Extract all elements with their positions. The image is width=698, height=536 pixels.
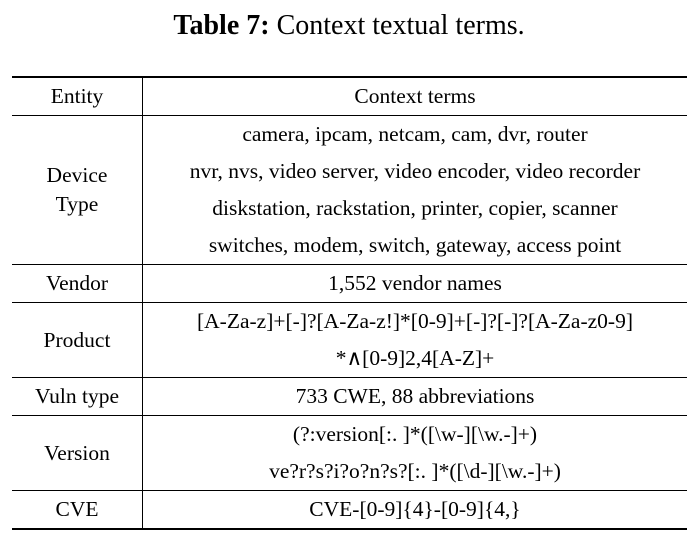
term-line: [A-Za-z]+[-]?[A-Za-z!]*[0-9]+[-]?[-]?[A-… [196, 309, 633, 333]
terms-cell: 1,552 vendor names [142, 264, 687, 303]
table-caption: Table 7: Context textual terms. [0, 7, 698, 45]
terms-cell: [A-Za-z]+[-]?[A-Za-z!]*[0-9]+[-]?[-]?[A-… [142, 302, 687, 378]
entity-cell: Product [12, 302, 143, 378]
table-header-row: Entity Context terms [12, 76, 687, 116]
entity-label: Device [46, 163, 108, 187]
term-line: switches, modem, switch, gateway, access… [208, 233, 622, 257]
term-line: diskstation, rackstation, printer, copie… [212, 196, 618, 220]
entity-cell: Version [12, 415, 143, 491]
term-line: (?:version[:. ]*([\w-][\w.-]+) [292, 422, 538, 446]
table-row-cve: CVE CVE-[0-9]{4}-[0-9]{4,} [12, 490, 687, 530]
table-row-version: Version (?:version[:. ]*([\w-][\w.-]+) v… [12, 415, 687, 491]
entity-cell: CVE [12, 490, 143, 530]
header-entity: Entity [12, 76, 143, 116]
entity-label: Type [55, 192, 99, 216]
table-caption-text: Context textual terms. [269, 10, 525, 41]
term-line: camera, ipcam, netcam, cam, dvr, router [242, 122, 588, 146]
term-line: *∧[0-9]2,4[A-Z]+ [335, 346, 495, 370]
term-line: ve?r?s?i?o?n?s?[:. ]*([\d-][\w.-]+) [269, 459, 561, 483]
term-line: CVE-[0-9]{4}-[0-9]{4,} [309, 497, 521, 521]
entity-label: Product [43, 327, 111, 352]
terms-cell: camera, ipcam, netcam, cam, dvr, router … [142, 115, 687, 265]
entity-label: Vuln type [34, 384, 120, 408]
entity-cell: Device Type [12, 115, 143, 265]
entity-label: Version [44, 440, 110, 465]
entity-label: CVE [55, 497, 99, 521]
context-terms-table: Entity Context terms Device Type camera,… [12, 76, 687, 530]
entity-cell: Vuln type [12, 377, 143, 416]
terms-cell: CVE-[0-9]{4}-[0-9]{4,} [142, 490, 687, 530]
table-row-product: Product [A-Za-z]+[-]?[A-Za-z!]*[0-9]+[-]… [12, 302, 687, 378]
table-caption-label: Table 7: [173, 10, 270, 41]
terms-cell: 733 CWE, 88 abbreviations [142, 377, 687, 416]
term-line: 1,552 vendor names [328, 271, 502, 295]
table-row-vendor: Vendor 1,552 vendor names [12, 264, 687, 303]
term-line: nvr, nvs, video server, video encoder, v… [189, 159, 641, 183]
entity-cell: Vendor [12, 264, 143, 303]
entity-label: Vendor [45, 271, 109, 295]
table-row-vuln-type: Vuln type 733 CWE, 88 abbreviations [12, 377, 687, 416]
term-line: 733 CWE, 88 abbreviations [295, 384, 535, 408]
terms-cell: (?:version[:. ]*([\w-][\w.-]+) ve?r?s?i?… [142, 415, 687, 491]
table-row-device-type: Device Type camera, ipcam, netcam, cam, … [12, 115, 687, 265]
header-context-terms: Context terms [142, 76, 687, 116]
